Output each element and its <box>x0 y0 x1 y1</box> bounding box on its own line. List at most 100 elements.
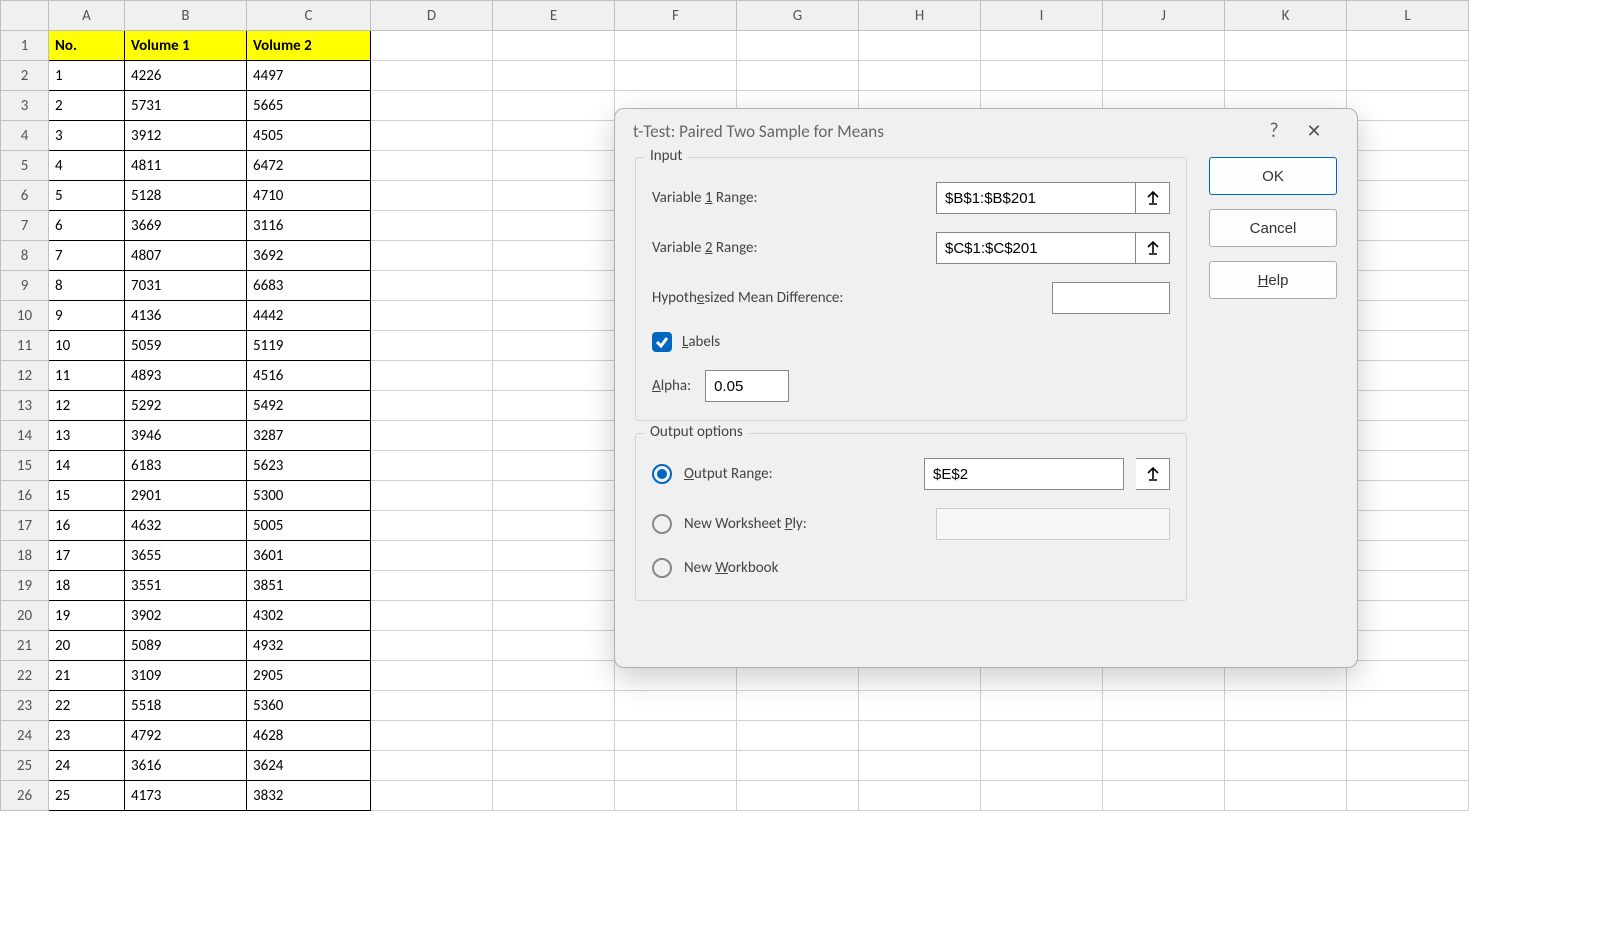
title-help-icon[interactable]: ? <box>1259 119 1289 143</box>
cell[interactable] <box>1347 151 1469 181</box>
row-header-6[interactable]: 6 <box>1 181 49 211</box>
cell[interactable] <box>1347 271 1469 301</box>
cell[interactable] <box>859 781 981 811</box>
data-cell[interactable]: 4136 <box>125 301 247 331</box>
cell[interactable] <box>737 751 859 781</box>
var2-range-input[interactable] <box>936 232 1136 264</box>
data-cell[interactable]: 4932 <box>247 631 371 661</box>
cell[interactable] <box>1347 631 1469 661</box>
cell[interactable] <box>1225 31 1347 61</box>
row-header-4[interactable]: 4 <box>1 121 49 151</box>
cell[interactable] <box>981 61 1103 91</box>
cell[interactable] <box>1347 211 1469 241</box>
cell[interactable] <box>1347 691 1469 721</box>
cell[interactable] <box>493 61 615 91</box>
data-cell[interactable]: 3551 <box>125 571 247 601</box>
cell[interactable] <box>981 31 1103 61</box>
data-cell[interactable]: 3851 <box>247 571 371 601</box>
data-cell[interactable]: 5 <box>49 181 125 211</box>
column-header-K[interactable]: K <box>1225 1 1347 31</box>
cell[interactable] <box>493 121 615 151</box>
cell[interactable] <box>371 91 493 121</box>
alpha-input[interactable] <box>705 370 789 402</box>
cell[interactable] <box>371 751 493 781</box>
cell[interactable] <box>1347 601 1469 631</box>
row-header-5[interactable]: 5 <box>1 151 49 181</box>
column-header-B[interactable]: B <box>125 1 247 31</box>
cell[interactable] <box>371 721 493 751</box>
column-header-A[interactable]: A <box>49 1 125 31</box>
data-cell[interactable]: 6183 <box>125 451 247 481</box>
row-header-18[interactable]: 18 <box>1 541 49 571</box>
data-cell[interactable]: 3624 <box>247 751 371 781</box>
data-cell[interactable]: 11 <box>49 361 125 391</box>
cell[interactable] <box>1103 751 1225 781</box>
data-cell[interactable]: 6683 <box>247 271 371 301</box>
cell[interactable] <box>1347 301 1469 331</box>
data-cell[interactable]: 16 <box>49 511 125 541</box>
cell[interactable] <box>493 781 615 811</box>
data-cell[interactable]: 8 <box>49 271 125 301</box>
column-header-C[interactable]: C <box>247 1 371 31</box>
cell[interactable] <box>1347 361 1469 391</box>
cell[interactable] <box>371 211 493 241</box>
data-cell[interactable]: 5492 <box>247 391 371 421</box>
cell[interactable] <box>1225 61 1347 91</box>
row-header-14[interactable]: 14 <box>1 421 49 451</box>
data-cell[interactable]: 3601 <box>247 541 371 571</box>
data-cell[interactable]: 17 <box>49 541 125 571</box>
output-range-picker[interactable] <box>1136 458 1170 490</box>
cell[interactable] <box>737 781 859 811</box>
cell[interactable] <box>1103 31 1225 61</box>
data-cell[interactable]: 9 <box>49 301 125 331</box>
data-cell[interactable]: 4226 <box>125 61 247 91</box>
cell[interactable] <box>371 151 493 181</box>
data-cell[interactable]: 3692 <box>247 241 371 271</box>
close-icon[interactable]: ✕ <box>1289 120 1339 142</box>
cell[interactable] <box>371 631 493 661</box>
data-cell[interactable]: 3946 <box>125 421 247 451</box>
cell[interactable] <box>493 631 615 661</box>
cell[interactable] <box>737 61 859 91</box>
cell[interactable] <box>371 781 493 811</box>
data-cell[interactable]: 13 <box>49 421 125 451</box>
data-cell[interactable]: 1 <box>49 61 125 91</box>
data-cell[interactable]: 25 <box>49 781 125 811</box>
cell[interactable] <box>371 571 493 601</box>
cell[interactable] <box>615 751 737 781</box>
cell[interactable] <box>1103 691 1225 721</box>
cell[interactable] <box>981 751 1103 781</box>
row-header-19[interactable]: 19 <box>1 571 49 601</box>
cell[interactable] <box>371 241 493 271</box>
row-header-12[interactable]: 12 <box>1 361 49 391</box>
cell[interactable] <box>1347 61 1469 91</box>
cell[interactable] <box>1347 91 1469 121</box>
data-cell[interactable]: 4710 <box>247 181 371 211</box>
data-cell[interactable]: 3912 <box>125 121 247 151</box>
column-header-I[interactable]: I <box>981 1 1103 31</box>
data-cell[interactable]: 5292 <box>125 391 247 421</box>
cell[interactable] <box>493 31 615 61</box>
cell[interactable] <box>859 751 981 781</box>
data-cell[interactable]: 4442 <box>247 301 371 331</box>
select-all-corner[interactable] <box>1 1 49 31</box>
row-header-9[interactable]: 9 <box>1 271 49 301</box>
data-cell[interactable]: 4632 <box>125 511 247 541</box>
cell[interactable] <box>981 721 1103 751</box>
cell[interactable] <box>371 331 493 361</box>
data-cell[interactable]: 15 <box>49 481 125 511</box>
cell[interactable] <box>371 451 493 481</box>
data-cell[interactable]: 5119 <box>247 331 371 361</box>
data-cell[interactable]: 3655 <box>125 541 247 571</box>
cell[interactable] <box>371 271 493 301</box>
cell[interactable] <box>1347 511 1469 541</box>
cell[interactable] <box>371 511 493 541</box>
cell[interactable] <box>1347 661 1469 691</box>
cell[interactable] <box>371 601 493 631</box>
data-cell[interactable]: 3669 <box>125 211 247 241</box>
dialog-titlebar[interactable]: t-Test: Paired Two Sample for Means ? ✕ <box>615 109 1357 153</box>
row-header-20[interactable]: 20 <box>1 601 49 631</box>
cell[interactable] <box>1103 61 1225 91</box>
cell[interactable] <box>1347 391 1469 421</box>
cell[interactable] <box>493 691 615 721</box>
